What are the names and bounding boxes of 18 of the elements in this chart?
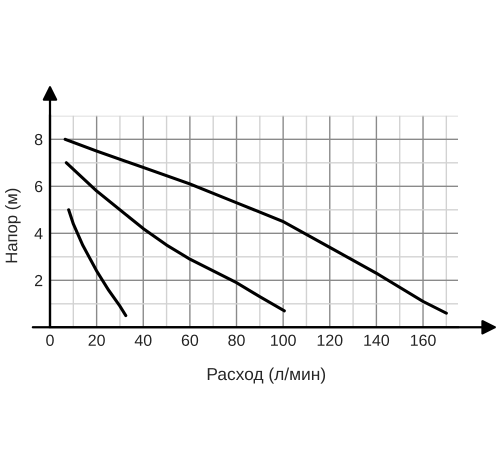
y-tick-label: 6 [34,180,42,192]
x-tick-label: 0 [46,334,54,346]
line-series [67,208,128,318]
y-tick-label: 2 [34,274,42,286]
x-tick-label: 120 [318,334,342,346]
line-series [64,161,286,312]
x-tick-label: 140 [364,334,390,346]
x-tick-label: 20 [88,334,105,346]
x-axis-title: Расход (л/мин) [208,367,326,384]
y-tick-label: 8 [34,134,42,146]
y-tick-label: 4 [34,228,43,240]
x-tick-label: 40 [134,334,152,346]
x-tick-label: 80 [228,334,245,346]
x-tick-label: 160 [410,334,436,346]
y-axis-title: Напор (м) [5,188,21,262]
x-tick-label: 100 [271,334,296,346]
line-series [64,138,448,315]
x-tick-label: 60 [182,334,198,346]
